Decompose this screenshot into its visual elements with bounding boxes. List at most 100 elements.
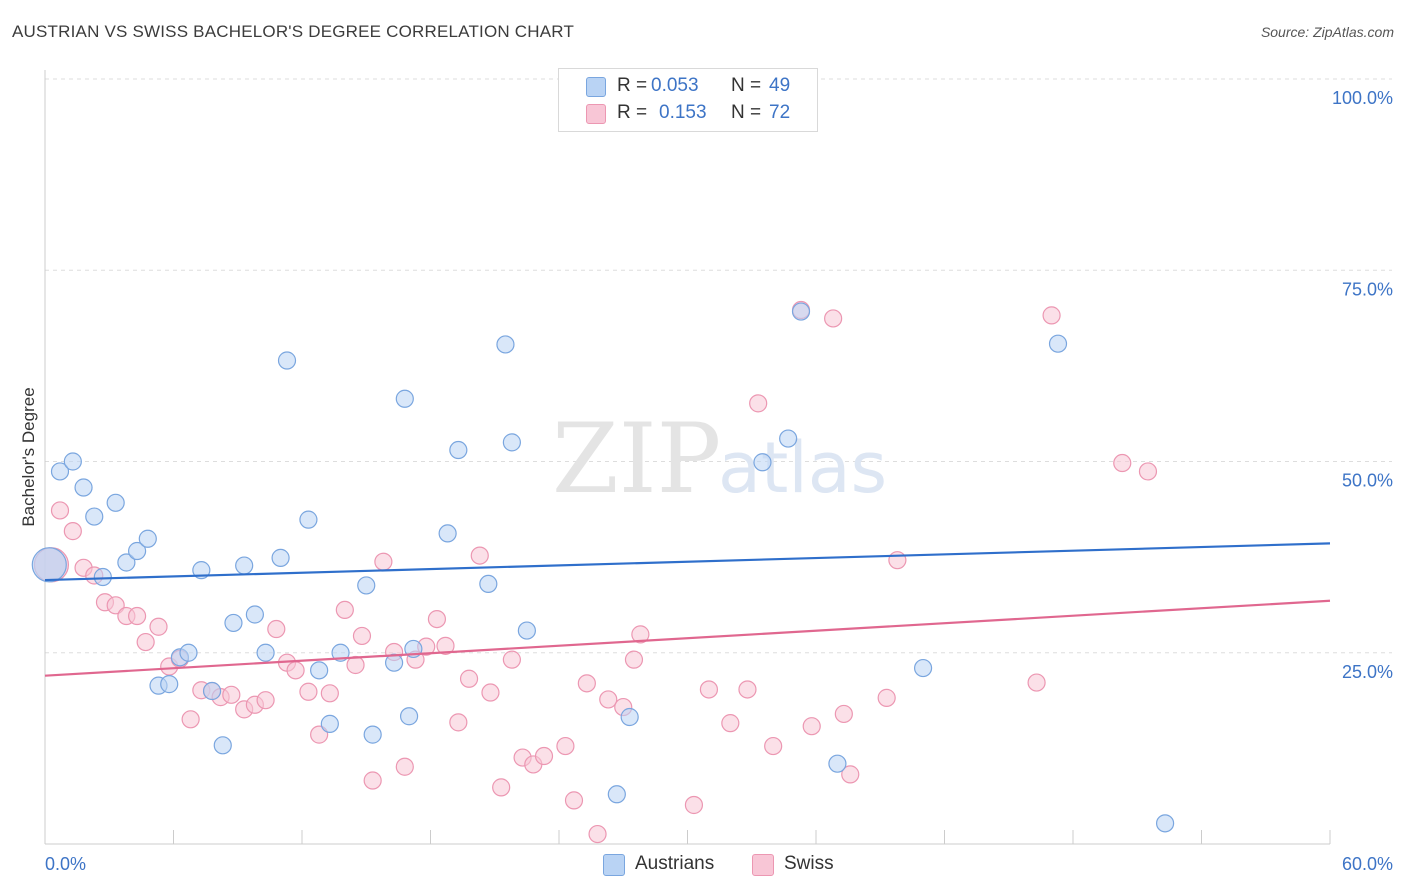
y-tick-label: 100.0% [1332,88,1393,108]
swiss-point [721,714,740,733]
austrians-r-label: R = [617,75,648,96]
y-tick-label: 25.0% [1342,662,1393,682]
austrians-point [93,567,112,587]
swiss-point [564,791,584,810]
swiss-legend-label: Swiss [784,853,834,874]
austrians-point [779,429,798,448]
austrians-n-label: N = [731,75,762,96]
swiss-point [50,501,70,520]
austrians-point [127,541,147,561]
austrians-point [310,661,329,680]
y-tick-label: 75.0% [1342,279,1393,299]
swiss-point [599,690,618,709]
swiss-point [888,551,907,570]
austrians-point [438,524,457,543]
swiss-point [824,309,843,328]
austrians-point [138,529,157,548]
swiss-point [181,710,200,729]
austrians-point [1048,334,1068,353]
austrians-point [1155,814,1175,833]
stats-legend: R = 0.053 N = 49 R = 0.153 N = 72 [558,68,818,132]
austrians-point [791,302,811,321]
austrians-point [277,351,297,370]
austrians-point [31,547,67,583]
x-tick-label-min: 0.0% [45,854,86,874]
austrians-point [399,707,419,726]
austrians-point [502,433,521,452]
austrians-point [256,643,275,662]
swiss-point [834,704,853,724]
swiss-point [738,680,757,699]
austrians-point [496,335,515,354]
swiss-point [267,619,286,639]
swiss-point [256,691,275,710]
swiss-point [436,636,455,655]
swiss-point [1138,462,1158,481]
swiss-point [299,682,318,701]
watermark-atlas: atlas [718,427,887,509]
swiss-point [286,661,305,680]
austrians-point [913,658,933,678]
y-tick-label: 50.0% [1342,471,1393,491]
swiss-point [556,736,575,756]
swiss-point [106,596,125,615]
austrians-point [213,736,232,755]
swiss-n-value: 72 [769,102,791,123]
austrians-n-value: 49 [769,75,791,96]
swiss-point [427,609,447,629]
trend-lines [44,542,1331,677]
y-axis-label: Bachelor's Degree [19,387,38,526]
austrians-point [395,389,414,408]
swiss-n-label: N = [731,102,762,123]
austrians-point [620,707,639,727]
ticks: 25.0% 50.0% 75.0% 100.0% 0.0% 60.0% [44,88,1393,874]
austrians-legend-swatch [603,854,625,876]
austrians-trend-line [44,542,1331,582]
austrians-point [331,643,350,662]
swiss-point [63,522,82,541]
austrians-point [828,754,847,773]
chart-title: AUSTRIAN VS SWISS BACHELOR'S DEGREE CORR… [12,22,575,41]
austrians-swatch [586,77,606,97]
austrians-point [117,553,136,572]
austrians-point [607,785,626,804]
austrians-r-value: 0.053 [651,75,699,96]
swiss-point [877,688,896,707]
austrians-point [235,556,254,575]
austrians-point [245,605,264,624]
austrians-point [753,453,772,472]
austrians-point [224,613,243,633]
swiss-point [764,736,783,756]
swiss-point [335,600,354,620]
austrians-point [179,643,198,662]
swiss-point [841,765,860,784]
austrians-point [63,452,82,471]
austrians-point [363,725,382,744]
swiss-point [449,713,468,732]
swiss-point [363,771,382,790]
chart-source: Source: ZipAtlas.com [1260,24,1394,40]
austrians-point [271,548,290,567]
austrians-point [517,621,536,640]
austrians-point [202,681,222,701]
swiss-point [502,650,521,669]
austrians-point [357,576,376,595]
swiss-point [631,625,650,644]
swiss-point [346,655,365,675]
swiss-point [374,552,393,571]
swiss-point [577,674,596,693]
swiss-point [588,824,607,844]
swiss-point [624,650,644,669]
swiss-point [310,725,329,744]
swiss-swatch [586,104,606,124]
swiss-points [33,300,1158,844]
swiss-point [459,669,479,688]
swiss-point [699,680,719,699]
austrians-point [106,493,125,512]
swiss-point [481,683,500,702]
swiss-point [1027,673,1046,692]
swiss-point [1113,453,1132,473]
austrians-legend-label: Austrians [635,853,715,874]
swiss-point [395,757,414,776]
